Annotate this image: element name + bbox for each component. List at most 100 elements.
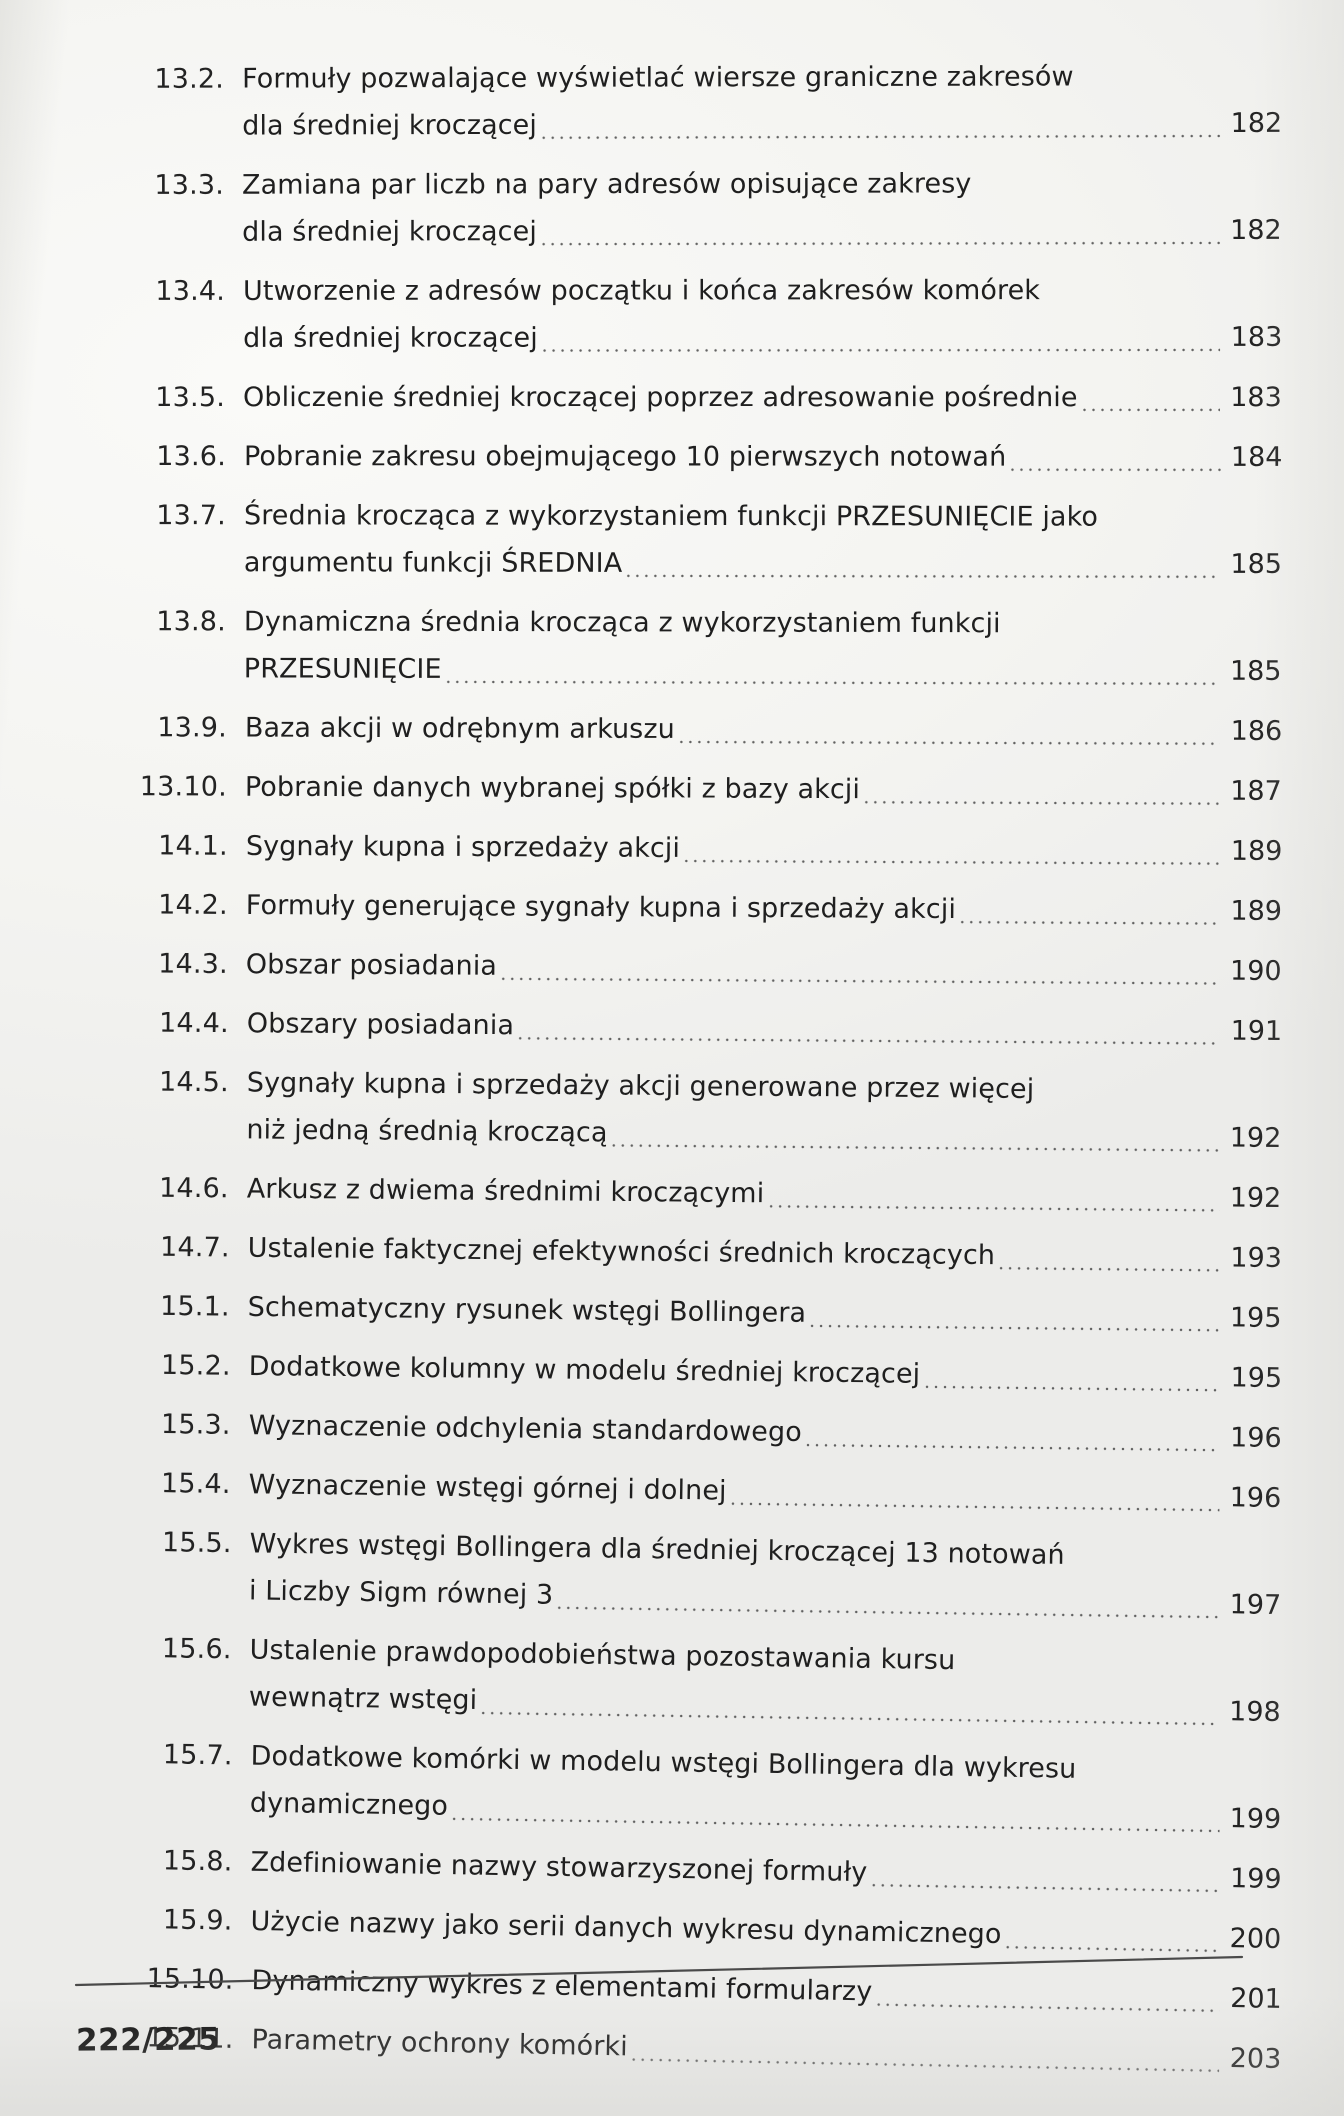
toc-entry-title-line: Sygnały kupna i sprzedaży akcji 189 <box>245 823 1282 875</box>
toc-entry-page-number: 195 <box>1229 1302 1282 1334</box>
toc-entry[interactable]: 15.3. Wyznaczenie odchylenia standardoweg… <box>80 1400 1282 1462</box>
toc-entry[interactable]: 15.6. Ustalenie prawdopodobieństwa pozost… <box>81 1624 1282 1736</box>
toc-leader-dots <box>803 1443 1220 1453</box>
toc-entry-title-line: Arkusz z dwiema średnimi kroczącymi 192 <box>247 1166 1282 1222</box>
toc-entry[interactable]: 15.8. Zdefiniowanie nazwy stowarzyszonej … <box>82 1836 1282 1903</box>
toc-entry-title: Zdefiniowanie nazwy stowarzyszonej formu… <box>250 1846 868 1889</box>
toc-entry-number: 15.3. <box>160 1409 231 1441</box>
toc-entry-title: Użycie nazwy jako serii danych wykresu d… <box>250 1905 1002 1951</box>
toc-entry-number: 15.8. <box>162 1845 233 1878</box>
toc-entry-title-line: Schematyczny rysunek wstęgi Bollingera 19… <box>248 1284 1282 1342</box>
toc-entry-title-continuation: niż jedną średnią kroczącą 192 <box>246 1106 1281 1162</box>
toc-entry[interactable]: 15.5. Wykres wstęgi Bollingera dla średni… <box>80 1518 1282 1629</box>
toc-entry-title-line: Dynamiczna średnia krocząca z wykorzysta… <box>244 598 1282 647</box>
toc-leader-dots <box>609 1143 1220 1153</box>
toc-entry-title-line: Użycie nazwy jako serii danych wykresu d… <box>250 1898 1281 1963</box>
toc-entry-title: dynamicznego <box>249 1787 448 1822</box>
toc-entry-page-number: 185 <box>1230 655 1282 687</box>
toc-entry-body: Ustalenie prawdopodobieństwa pozostawani… <box>249 1627 1282 1736</box>
toc-entry-title: Obliczenie średniej kroczącej poprzez ad… <box>243 381 1078 413</box>
toc-entry-title-line: Wyznaczenie odchylenia standardowego 196 <box>248 1402 1282 1462</box>
toc-entry-title: Obszary posiadania <box>246 1008 514 1042</box>
toc-entry-title-continuation: dla średniej kroczącej 182 <box>242 100 1282 150</box>
toc-entry[interactable]: 13.7. Średnia krocząca z wykorzystaniem f… <box>76 492 1282 588</box>
toc-entry[interactable]: 15.9. Użycie nazwy jako serii danych wykr… <box>82 1895 1282 1963</box>
toc-entry-page-number: 182 <box>1230 214 1283 246</box>
toc-entry[interactable]: 13.10. Pobranie danych wybranej spółki z … <box>77 763 1282 815</box>
toc-entry-body: Wyznaczenie odchylenia standardowego 196 <box>248 1402 1282 1462</box>
toc-entry-title: Dodatkowe kolumny w modelu średniej kroc… <box>248 1350 920 1390</box>
toc-entry-title: Zamiana par liczb na pary adresów opisuj… <box>242 168 972 201</box>
toc-leader-dots <box>873 2002 1220 2013</box>
toc-entry[interactable]: 13.4. Utworzenie z adresów początku i koń… <box>75 267 1282 362</box>
toc-entry-body: Ustalenie faktycznej efektywności średni… <box>247 1225 1282 1282</box>
toc-entry[interactable]: 15.2. Dodatkowe kolumny w modelu średniej… <box>80 1341 1282 1402</box>
toc-entry-title-continuation: dla średniej kroczącej 182 <box>242 207 1282 256</box>
toc-entry-number: 13.6. <box>155 441 226 473</box>
toc-entry[interactable]: 13.5. Obliczenie średniej kroczącej poprz… <box>75 374 1282 421</box>
toc-entry-title: Arkusz z dwiema średnimi kroczącymi <box>247 1173 765 1210</box>
toc-entry[interactable]: 14.3. Obszar posiadania 190 <box>78 940 1282 995</box>
toc-entry-number: 15.2. <box>160 1349 231 1382</box>
toc-entry[interactable]: 14.5. Sygnały kupna i sprzedaży akcji gen… <box>78 1058 1282 1162</box>
toc-entry-page-number: 195 <box>1229 1362 1282 1394</box>
toc-entry-page-number: 189 <box>1230 895 1282 927</box>
toc-entry[interactable]: 14.1. Sygnały kupna i sprzedaży akcji 189 <box>77 822 1282 875</box>
toc-entry-page-number: 199 <box>1228 1803 1281 1835</box>
toc-leader-dots <box>957 920 1220 926</box>
toc-entry-title-line: Formuły pozwalające wyświetlać wiersze g… <box>242 53 1282 103</box>
toc-entry[interactable]: 13.9. Baza akcji w odrębnym arkuszu 186 <box>77 704 1282 755</box>
toc-entry[interactable]: 13.8. Dynamiczna średnia krocząca z wykor… <box>76 598 1282 695</box>
toc-entry-body: Arkusz z dwiema średnimi kroczącymi 192 <box>247 1166 1282 1222</box>
toc-entry[interactable]: 14.6. Arkusz z dwiema średnimi kroczącymi… <box>79 1164 1282 1222</box>
toc-entry-title: i Liczby Sigm równej 3 <box>248 1575 554 1611</box>
toc-entry-title-line: Dodatkowe kolumny w modelu średniej kroc… <box>248 1343 1282 1402</box>
toc-leader-dots <box>996 1266 1220 1273</box>
toc-entry-number: 15.7. <box>162 1739 233 1772</box>
toc-entry-body: Obszary posiadania 191 <box>246 1000 1282 1055</box>
toc-entry-body: Dodatkowe kolumny w modelu średniej kroc… <box>248 1343 1282 1402</box>
toc-entry-number: 13.7. <box>156 500 226 532</box>
toc-entry-title: dla średniej kroczącej <box>242 322 538 354</box>
toc-leader-dots <box>1003 1945 1220 1953</box>
toc-leader-dots <box>1100 528 1220 532</box>
toc-entry-body: Obszar posiadania 190 <box>246 941 1282 995</box>
toc-entry-title-continuation: dla średniej kroczącej 183 <box>243 314 1282 362</box>
toc-entry-number: 15.9. <box>162 1904 234 1937</box>
toc-leader-dots <box>1066 1566 1219 1572</box>
toc-entry[interactable]: 14.4. Obszary posiadania 191 <box>78 999 1282 1055</box>
toc-entry-number: 14.5. <box>158 1066 229 1099</box>
toc-entry[interactable]: 15.4. Wyznaczenie wstęgi górnej i dolnej 1… <box>81 1459 1282 1522</box>
toc-entry-number: 14.1. <box>157 830 228 862</box>
toc-entry[interactable]: 14.2. Formuły generujące sygnały kupna i … <box>78 881 1282 935</box>
toc-leader-dots <box>766 1204 1220 1213</box>
toc-leader-dots <box>957 1671 1219 1679</box>
toc-entry-body: Formuły pozwalające wyświetlać wiersze g… <box>242 53 1282 150</box>
toc-entry-title-line: Sygnały kupna i sprzedaży akcji generowa… <box>247 1059 1282 1115</box>
toc-entry[interactable]: 13.3. Zamiana par liczb na pary adresów o… <box>74 160 1282 256</box>
toc-entry[interactable]: 15.7. Dodatkowe komórki w modelu wstęgi B… <box>81 1730 1282 1843</box>
toc-entry[interactable]: 15.11. Parametry ochrony komórki 203 <box>83 2013 1282 2083</box>
toc-entry-number: 13.4. <box>155 275 225 307</box>
toc-entry-title-line: Obszar posiadania 190 <box>246 941 1282 995</box>
toc-entry-page-number: 196 <box>1229 1482 1282 1514</box>
toc-leader-dots <box>921 1384 1220 1393</box>
toc-entry[interactable]: 13.6. Pobranie zakresu obejmującego 10 pi… <box>75 433 1282 481</box>
toc-entry-title-continuation: argumentu funkcji ŚREDNIA 185 <box>244 539 1282 588</box>
toc-entry-body: Dynamiczna średnia krocząca z wykorzysta… <box>244 598 1282 694</box>
toc-entry-page-number: 197 <box>1229 1589 1282 1622</box>
toc-leader-dots <box>539 133 1221 140</box>
toc-leader-dots <box>624 573 1220 579</box>
toc-entry-body: Pobranie danych wybranej spółki z bazy a… <box>245 764 1282 815</box>
toc-entry-number: 13.9. <box>156 712 227 744</box>
toc-entry-title: Wyznaczenie wstęgi górnej i dolnej <box>248 1469 728 1507</box>
toc-entry-body: Użycie nazwy jako serii danych wykresu d… <box>250 1898 1281 1963</box>
toc-leader-dots <box>539 240 1221 247</box>
toc-entry-number: 13.3. <box>154 169 225 201</box>
toc-entry-number: 14.6. <box>159 1172 230 1205</box>
toc-entry[interactable]: 15.1. Schematyczny rysunek wstęgi Bolling… <box>80 1282 1282 1342</box>
toc-entry[interactable]: 14.7. Ustalenie faktycznej efektywności ś… <box>79 1223 1282 1282</box>
toc-entry-body: Baza akcji w odrębnym arkuszu 186 <box>245 705 1282 755</box>
toc-leader-dots <box>808 1323 1220 1333</box>
toc-entry[interactable]: 13.2. Formuły pozwalające wyświetlać wier… <box>74 53 1282 150</box>
